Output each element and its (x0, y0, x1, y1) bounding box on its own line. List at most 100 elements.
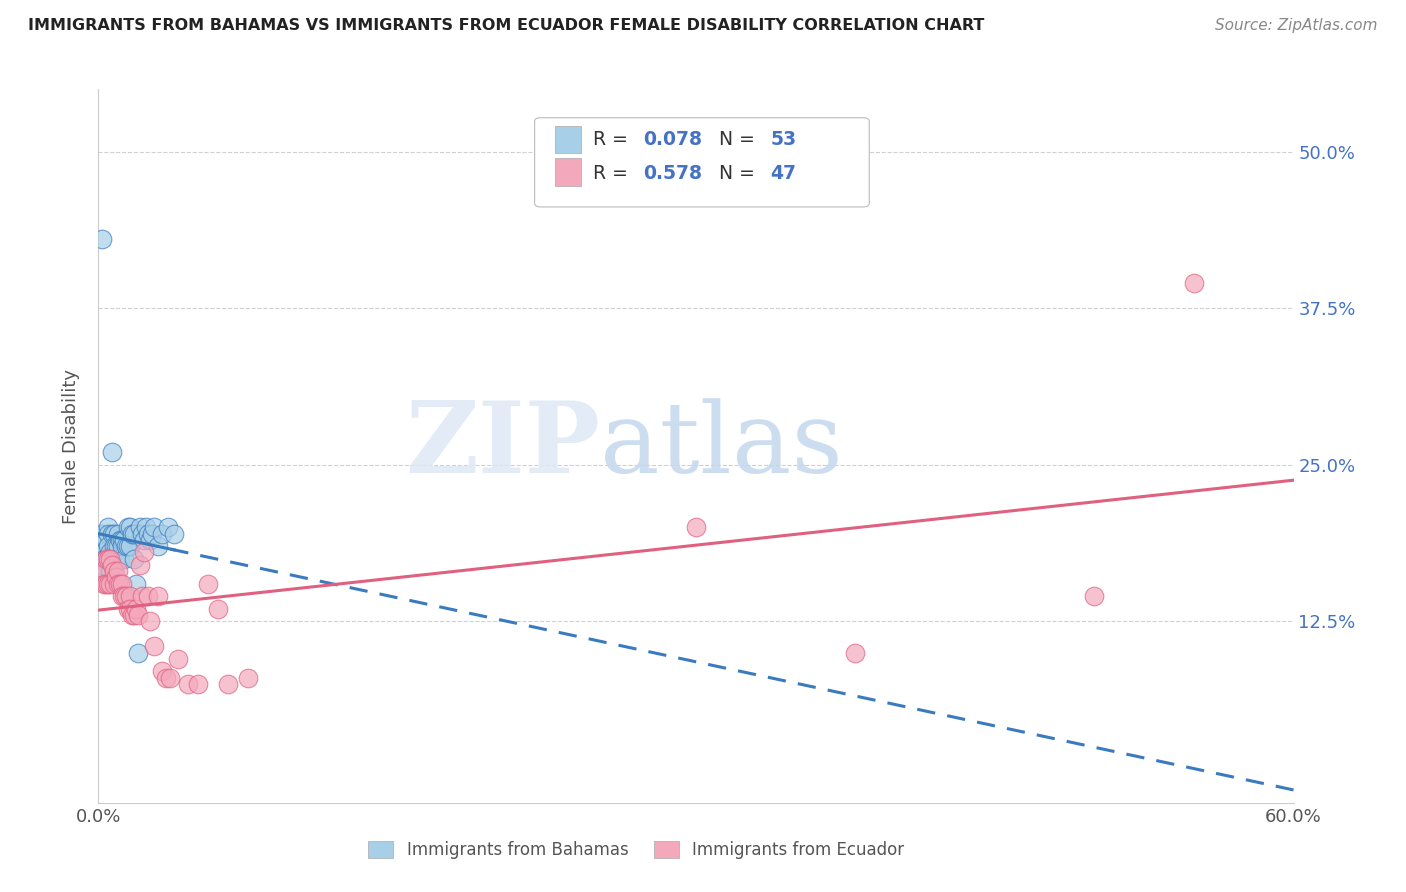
Point (107, 526, 129, 541)
Point (96, 551, 118, 566)
Point (107, 539, 129, 553)
Point (120, 520, 142, 534)
Text: 47: 47 (770, 164, 796, 183)
Point (103, 526, 125, 541)
Point (134, 533, 156, 547)
Point (120, 601, 142, 615)
Point (110, 533, 132, 547)
Point (844, 646, 866, 660)
Point (91, 232, 114, 246)
Point (121, 526, 143, 541)
Point (98, 545, 122, 559)
Point (135, 520, 157, 534)
Point (101, 445, 124, 459)
Point (111, 539, 134, 553)
Point (148, 589, 170, 603)
Point (105, 570, 128, 584)
Point (98, 551, 122, 566)
Point (97, 576, 120, 591)
Point (117, 520, 139, 534)
Point (120, 589, 142, 603)
Point (96, 533, 118, 547)
Point (163, 526, 186, 541)
Point (91, 558, 114, 572)
Text: atlas: atlas (600, 398, 844, 494)
Point (91, 564, 114, 578)
Point (115, 539, 138, 553)
Point (136, 526, 159, 541)
Point (217, 677, 239, 691)
Point (110, 576, 132, 591)
Text: 53: 53 (770, 130, 796, 149)
Point (129, 520, 152, 534)
Point (157, 520, 180, 534)
Point (124, 526, 146, 541)
Point (107, 551, 129, 566)
Point (115, 589, 138, 603)
Point (103, 576, 125, 591)
Text: 0.078: 0.078 (644, 130, 703, 149)
Point (107, 576, 129, 591)
Point (139, 533, 162, 547)
Text: N =: N = (718, 164, 761, 183)
Point (1182, 277, 1205, 291)
Point (117, 539, 139, 553)
Point (150, 526, 173, 541)
Point (127, 646, 149, 660)
Point (96, 576, 118, 591)
Point (150, 665, 173, 679)
Point (124, 551, 146, 566)
Point (97, 551, 120, 566)
Point (112, 589, 135, 603)
Point (97, 551, 120, 566)
Point (125, 601, 148, 615)
Point (1083, 589, 1105, 603)
FancyBboxPatch shape (555, 159, 581, 186)
Point (148, 539, 170, 553)
Point (93, 576, 115, 591)
Point (96, 551, 118, 566)
Point (136, 589, 159, 603)
FancyBboxPatch shape (534, 118, 869, 207)
Point (93, 545, 115, 559)
Point (107, 564, 129, 578)
Point (105, 551, 128, 566)
Point (207, 601, 229, 615)
Text: Source: ZipAtlas.com: Source: ZipAtlas.com (1215, 18, 1378, 33)
Point (143, 640, 166, 654)
Point (117, 601, 139, 615)
Y-axis label: Female Disability: Female Disability (62, 368, 80, 524)
Point (127, 607, 149, 622)
Text: 0.578: 0.578 (644, 164, 703, 183)
Point (167, 652, 190, 666)
Text: R =: R = (593, 130, 634, 149)
Point (155, 671, 177, 685)
Point (112, 551, 135, 566)
Point (103, 539, 125, 553)
Point (112, 533, 135, 547)
Point (143, 520, 166, 534)
Point (111, 589, 134, 603)
Point (124, 607, 146, 622)
Point (236, 671, 259, 685)
Text: N =: N = (718, 130, 761, 149)
Point (103, 551, 125, 566)
Point (111, 576, 134, 591)
Point (187, 677, 209, 691)
FancyBboxPatch shape (555, 127, 581, 153)
Point (105, 539, 128, 553)
Point (141, 526, 163, 541)
Point (97, 520, 120, 534)
Point (97, 526, 120, 541)
Text: R =: R = (593, 164, 634, 183)
Point (93, 564, 115, 578)
Point (97, 539, 120, 553)
Point (96, 564, 118, 578)
Point (159, 671, 181, 685)
Text: IMMIGRANTS FROM BAHAMAS VS IMMIGRANTS FROM ECUADOR FEMALE DISABILITY CORRELATION: IMMIGRANTS FROM BAHAMAS VS IMMIGRANTS FR… (28, 18, 984, 33)
Point (111, 533, 134, 547)
Point (98, 576, 122, 591)
Point (139, 614, 162, 628)
Point (98, 564, 122, 578)
Point (131, 526, 153, 541)
